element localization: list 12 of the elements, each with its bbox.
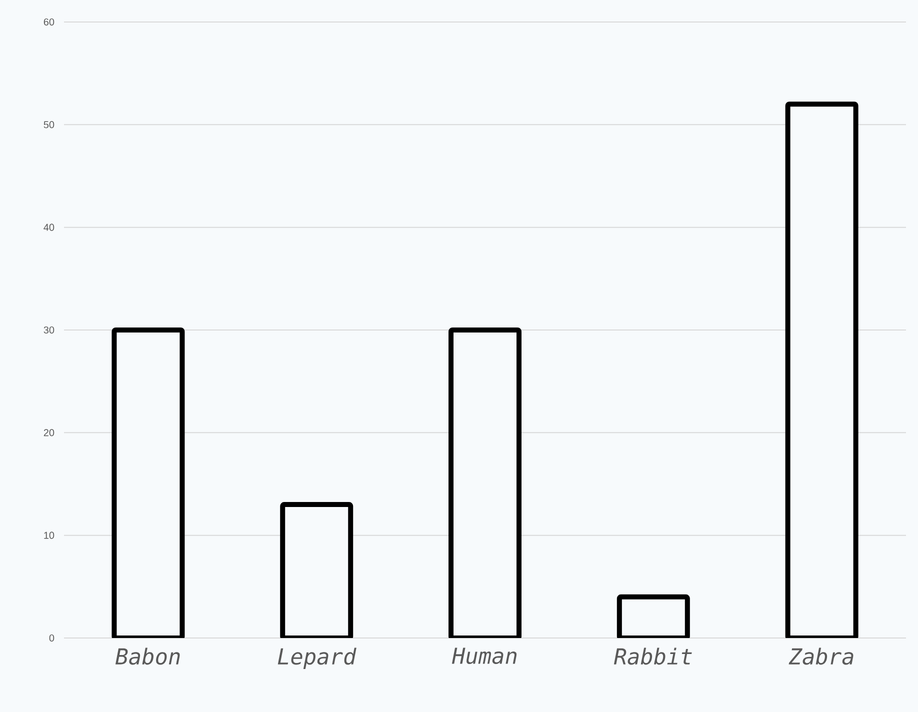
y-tick-label: 20 [44, 429, 54, 436]
y-tick-label: 30 [44, 326, 54, 334]
x-tick-label: Lepard [278, 648, 356, 669]
x-tick-label: Human [452, 648, 517, 664]
y-tick-label: 60 [44, 18, 54, 26]
y-tick-label: 40 [44, 224, 54, 231]
y-tick-label: 0 [49, 634, 54, 642]
y-tick-label: 10 [44, 532, 54, 539]
x-tick-label: Babon [115, 648, 180, 665]
y-tick-label: 50 [44, 121, 54, 128]
x-tick-label: Rabbit [614, 648, 692, 665]
x-tick-label: Zabra [788, 648, 854, 665]
